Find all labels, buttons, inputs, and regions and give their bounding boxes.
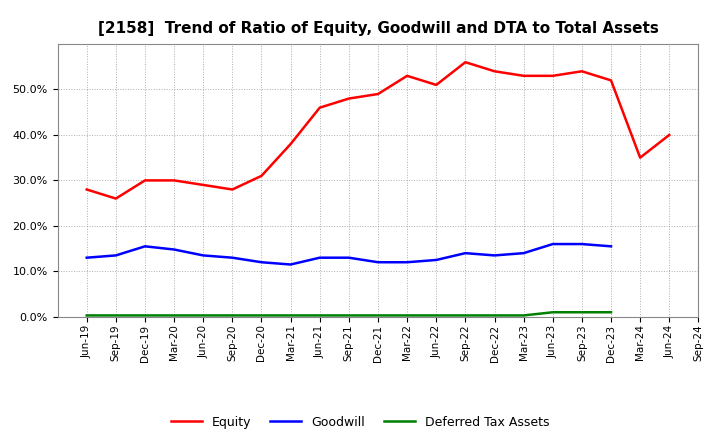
Goodwill	[228, 255, 237, 260]
Equity	[315, 105, 324, 110]
Deferred Tax Assets	[490, 313, 499, 318]
Equity	[577, 69, 586, 74]
Goodwill	[82, 255, 91, 260]
Equity	[345, 96, 354, 101]
Goodwill	[519, 250, 528, 256]
Equity	[432, 82, 441, 88]
Equity	[374, 92, 382, 97]
Deferred Tax Assets	[577, 310, 586, 315]
Deferred Tax Assets	[199, 313, 207, 318]
Deferred Tax Assets	[345, 313, 354, 318]
Goodwill	[112, 253, 120, 258]
Deferred Tax Assets	[461, 313, 469, 318]
Goodwill	[549, 242, 557, 247]
Equity	[228, 187, 237, 192]
Goodwill	[490, 253, 499, 258]
Goodwill	[170, 247, 179, 252]
Goodwill	[287, 262, 295, 267]
Deferred Tax Assets	[315, 313, 324, 318]
Title: [2158]  Trend of Ratio of Equity, Goodwill and DTA to Total Assets: [2158] Trend of Ratio of Equity, Goodwil…	[98, 21, 658, 36]
Deferred Tax Assets	[432, 313, 441, 318]
Equity	[636, 155, 644, 160]
Equity	[170, 178, 179, 183]
Deferred Tax Assets	[374, 313, 382, 318]
Line: Equity: Equity	[86, 62, 670, 198]
Equity	[549, 73, 557, 78]
Equity	[82, 187, 91, 192]
Line: Goodwill: Goodwill	[86, 244, 611, 264]
Deferred Tax Assets	[228, 313, 237, 318]
Goodwill	[257, 260, 266, 265]
Equity	[199, 182, 207, 187]
Goodwill	[374, 260, 382, 265]
Deferred Tax Assets	[82, 313, 91, 318]
Goodwill	[140, 244, 149, 249]
Equity	[402, 73, 411, 78]
Deferred Tax Assets	[257, 313, 266, 318]
Equity	[490, 69, 499, 74]
Deferred Tax Assets	[549, 310, 557, 315]
Deferred Tax Assets	[140, 313, 149, 318]
Deferred Tax Assets	[112, 313, 120, 318]
Deferred Tax Assets	[607, 310, 616, 315]
Deferred Tax Assets	[402, 313, 411, 318]
Equity	[665, 132, 674, 138]
Goodwill	[432, 257, 441, 263]
Equity	[607, 78, 616, 83]
Goodwill	[461, 250, 469, 256]
Equity	[112, 196, 120, 201]
Equity	[140, 178, 149, 183]
Deferred Tax Assets	[519, 313, 528, 318]
Equity	[519, 73, 528, 78]
Deferred Tax Assets	[170, 313, 179, 318]
Equity	[461, 59, 469, 65]
Goodwill	[315, 255, 324, 260]
Equity	[257, 173, 266, 179]
Equity	[287, 141, 295, 147]
Legend: Equity, Goodwill, Deferred Tax Assets: Equity, Goodwill, Deferred Tax Assets	[166, 411, 554, 434]
Deferred Tax Assets	[287, 313, 295, 318]
Goodwill	[345, 255, 354, 260]
Goodwill	[199, 253, 207, 258]
Line: Deferred Tax Assets: Deferred Tax Assets	[86, 312, 611, 315]
Goodwill	[577, 242, 586, 247]
Goodwill	[402, 260, 411, 265]
Goodwill	[607, 244, 616, 249]
